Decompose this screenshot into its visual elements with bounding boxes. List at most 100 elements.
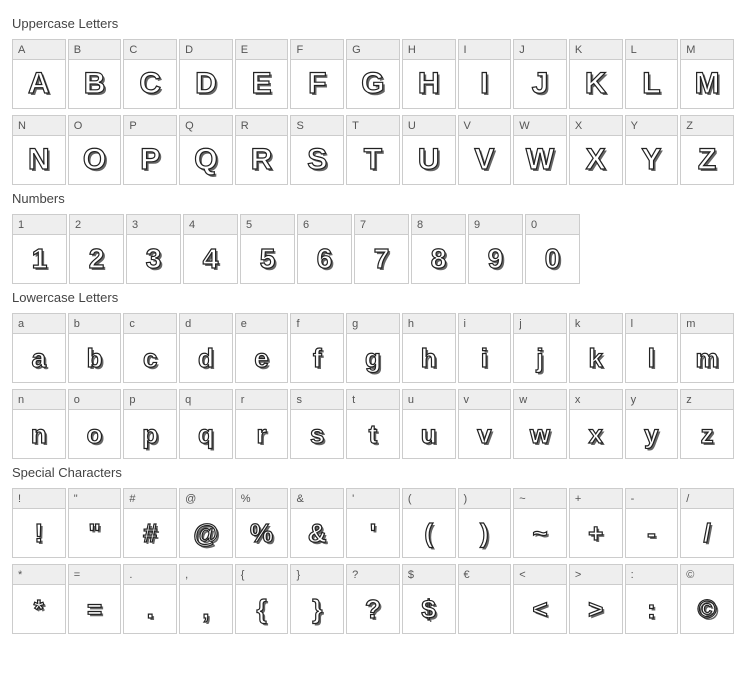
glyph-cell-label: - (626, 489, 678, 509)
glyph-cell: EE (235, 39, 289, 109)
glyph-cell-label: b (69, 314, 121, 334)
glyph-text: ' (370, 518, 376, 549)
glyph-cell: )) (458, 488, 512, 558)
glyph-text: d (198, 343, 214, 374)
glyph-cell-preview: M (681, 60, 733, 108)
glyph-cell: MM (680, 39, 734, 109)
glyph-text: ~ (532, 518, 547, 549)
glyph-cell-preview: B (69, 60, 121, 108)
glyph-cell-preview: & (291, 509, 343, 557)
glyph-cell-label: 8 (412, 215, 465, 235)
glyph-cell: TT (346, 115, 400, 185)
glyph-cell: pp (123, 389, 177, 459)
glyph-cell-label: i (459, 314, 511, 334)
glyph-cell-preview: U (403, 136, 455, 184)
glyph-text: 7 (374, 243, 390, 275)
glyph-cell-preview: ' (347, 509, 399, 557)
glyph-text: # (143, 518, 157, 549)
glyph-cell-label: S (291, 116, 343, 136)
glyph-cell-preview: i (459, 334, 511, 382)
glyph-cell-label: t (347, 390, 399, 410)
glyph-cell-preview: c (124, 334, 176, 382)
glyph-cell-preview: u (403, 410, 455, 458)
glyph-cell-label: ( (403, 489, 455, 509)
glyph-cell-label: f (291, 314, 343, 334)
glyph-text: r (257, 419, 267, 450)
glyph-cell-preview: s (291, 410, 343, 458)
glyph-text: 8 (431, 243, 447, 275)
glyph-text: © (698, 594, 717, 625)
glyph-text: F (308, 67, 326, 101)
glyph-cell-label: F (291, 40, 343, 60)
glyph-cell-label: X (570, 116, 622, 136)
glyph-cell-label: u (403, 390, 455, 410)
glyph-cell: aa (12, 313, 66, 383)
glyph-cell-label: L (626, 40, 678, 60)
glyph-text: k (588, 343, 602, 374)
glyph-cell-preview: L (626, 60, 678, 108)
glyph-cell-preview: Z (681, 136, 733, 184)
glyph-cell: ww (513, 389, 567, 459)
glyph-cell-label: } (291, 565, 343, 585)
glyph-cell-preview: " (69, 509, 121, 557)
glyph-cell: %% (235, 488, 289, 558)
glyph-cell-label: h (403, 314, 455, 334)
glyph-text: M (695, 67, 720, 101)
glyph-cell: GG (346, 39, 400, 109)
glyph-cell-preview: 2 (70, 235, 123, 283)
glyph-text: % (250, 518, 273, 549)
glyph-text: g (365, 343, 381, 374)
glyph-cell-label: Z (681, 116, 733, 136)
glyph-cell-preview: 1 (13, 235, 66, 283)
glyph-cell: }} (290, 564, 344, 634)
glyph-cell: dd (179, 313, 233, 383)
glyph-text: l (648, 343, 655, 374)
glyph-cell-label: v (459, 390, 511, 410)
glyph-cell-preview: 4 (184, 235, 237, 283)
glyph-cell: AA (12, 39, 66, 109)
glyph-cell: HH (402, 39, 456, 109)
glyph-cell-preview: E (236, 60, 288, 108)
glyph-row: AABBCCDDEEFFGGHHIIJJKKLLMM (12, 39, 736, 109)
glyph-cell: -- (625, 488, 679, 558)
glyph-cell: .. (123, 564, 177, 634)
glyph-cell-label: k (570, 314, 622, 334)
glyph-cell-label: 4 (184, 215, 237, 235)
glyph-cell-label: 2 (70, 215, 123, 235)
glyph-text: S (307, 143, 327, 177)
glyph-cell-label: . (124, 565, 176, 585)
glyph-cell: :: (625, 564, 679, 634)
glyph-text: Y (641, 143, 661, 177)
glyph-cell: QQ (179, 115, 233, 185)
glyph-text: A (28, 67, 50, 101)
glyph-text: c (143, 343, 157, 374)
glyph-text: b (87, 343, 103, 374)
glyph-cell-label: 5 (241, 215, 294, 235)
glyph-cell-label: @ (180, 489, 232, 509)
glyph-cell-label: 7 (355, 215, 408, 235)
glyph-cell-label: q (180, 390, 232, 410)
glyph-cell: {{ (235, 564, 289, 634)
glyph-text: u (421, 419, 437, 450)
glyph-text: = (87, 594, 102, 625)
glyph-cell: == (68, 564, 122, 634)
glyph-cell-preview: ? (347, 585, 399, 633)
glyph-cell-preview: ~ (514, 509, 566, 557)
glyph-cell: oo (68, 389, 122, 459)
section-title: Lowercase Letters (12, 290, 736, 305)
glyph-cell: DD (179, 39, 233, 109)
glyph-cell-preview: % (236, 509, 288, 557)
glyph-text: } (312, 594, 322, 625)
glyph-text: m (696, 343, 719, 374)
glyph-cell-label: n (13, 390, 65, 410)
section-title: Uppercase Letters (12, 16, 736, 31)
glyph-text: " (88, 518, 100, 549)
glyph-cell-preview: 7 (355, 235, 408, 283)
glyph-cell-preview: h (403, 334, 455, 382)
glyph-cell-preview: F (291, 60, 343, 108)
glyph-text: D (195, 67, 217, 101)
glyph-cell-preview: k (570, 334, 622, 382)
glyph-cell-preview: } (291, 585, 343, 633)
glyph-cell: kk (569, 313, 623, 383)
glyph-cell-label: 6 (298, 215, 351, 235)
